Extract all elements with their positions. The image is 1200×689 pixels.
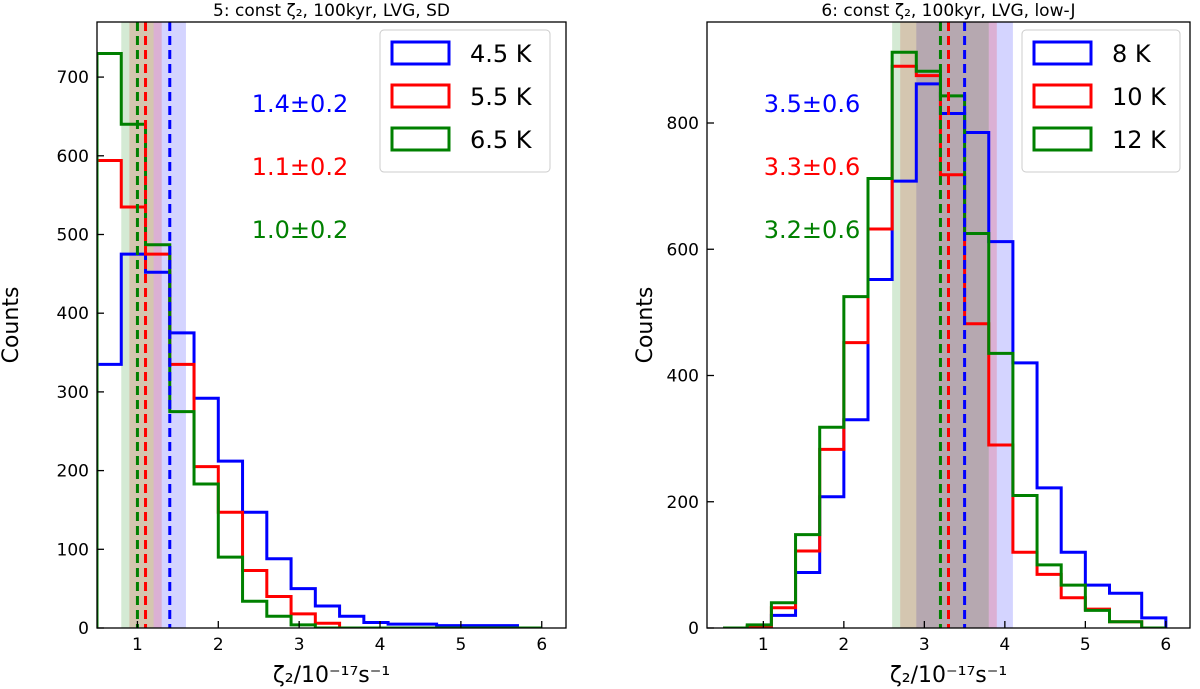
x-tick-label: 5	[1080, 635, 1091, 655]
legend-swatch-3	[1032, 126, 1093, 152]
y-tick-label: 400	[667, 367, 699, 387]
chart-title: 6: const ζ₂, 100kyr, LVG, low-J	[821, 1, 1075, 21]
legend: 8 K 10 K 12 K	[1021, 29, 1181, 173]
x-tick-label: 5	[455, 635, 466, 655]
y-tick-label: 0	[688, 619, 699, 639]
x-tick-label: 4	[375, 635, 386, 655]
y-tick-label: 300	[57, 383, 89, 403]
y-tick-label: 100	[57, 540, 89, 560]
legend: 4.5 K 5.5 K 6.5 K	[379, 29, 551, 173]
legend-label-1: 8 K	[1112, 40, 1152, 68]
y-tick-label: 700	[57, 68, 89, 88]
x-tick-label: 6	[536, 635, 547, 655]
histogram-1	[97, 252, 542, 628]
y-tick-label: 200	[667, 493, 699, 513]
median-annotation-3: 1.0±0.2	[252, 216, 348, 244]
legend-label-3: 12 K	[1112, 126, 1167, 154]
median-annotation-3: 3.2±0.6	[764, 216, 860, 244]
x-tick-label: 6	[1160, 635, 1171, 655]
median-annotation-2: 3.3±0.6	[764, 153, 860, 181]
y-tick-label: 200	[57, 462, 89, 482]
x-axis-label: ζ₂/10⁻¹⁷s⁻¹	[890, 663, 1007, 688]
y-tick-label: 400	[57, 304, 89, 324]
axes-frame	[96, 21, 567, 629]
legend-label-2: 10 K	[1112, 83, 1167, 111]
x-tick-label: 1	[758, 635, 769, 655]
x-tick-label: 2	[213, 635, 224, 655]
y-tick-label: 600	[57, 147, 89, 167]
chart-title: 5: const ζ₂, 100kyr, LVG, SD	[213, 1, 450, 21]
legend-swatch-3	[390, 126, 451, 152]
legend-swatch-1	[1032, 40, 1093, 66]
plot-area	[723, 22, 1168, 628]
median-annotation-1: 3.5±0.6	[764, 90, 860, 118]
panel-1: 1 2 3 4 5 6 0 100 200 300 400 500 600 700 5: const ζ₂,…	[0, 1, 567, 688]
y-tick-label: 0	[78, 619, 89, 639]
y-tick-label: 800	[667, 114, 699, 134]
plot-area	[97, 22, 542, 628]
y-tick-label: 600	[667, 240, 699, 260]
legend-swatch-2	[1032, 83, 1093, 109]
legend-label-3: 6.5 K	[470, 126, 533, 154]
legend-label-1: 4.5 K	[470, 40, 533, 68]
x-tick-label: 4	[999, 635, 1010, 655]
x-axis-label: ζ₂/10⁻¹⁷s⁻¹	[273, 663, 390, 688]
x-tick-label: 1	[132, 635, 143, 655]
y-tick-label: 500	[57, 225, 89, 245]
median-annotation-1: 1.4±0.2	[252, 90, 348, 118]
axes-frame	[706, 21, 1191, 629]
panel-2: 1 2 3 4 5 6 0 200 400 600 800 6: const ζ₂, 100kyr, …	[633, 1, 1191, 688]
legend-swatch-1	[390, 40, 451, 66]
x-tick-label: 3	[919, 635, 930, 655]
y-axis-label: Counts	[633, 287, 658, 364]
x-tick-label: 2	[838, 635, 849, 655]
legend-label-2: 5.5 K	[470, 83, 533, 111]
legend-swatch-2	[390, 83, 451, 109]
x-tick-label: 3	[294, 635, 305, 655]
median-annotation-2: 1.1±0.2	[252, 153, 348, 181]
y-axis-label: Counts	[0, 287, 24, 364]
